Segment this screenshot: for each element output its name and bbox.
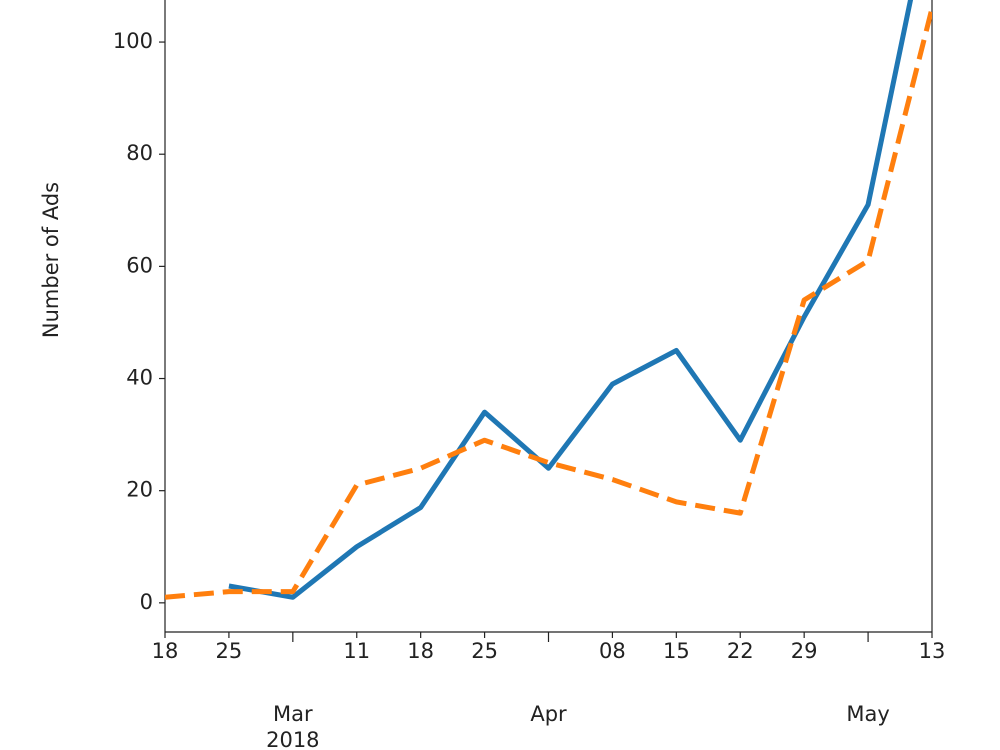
y-tick-label: 60 (126, 253, 153, 277)
y-tick-label: 40 (126, 366, 153, 390)
x-tick-label: 29 (791, 639, 818, 663)
x-tick-label: 25 (216, 639, 243, 663)
y-axis-label: Number of Ads (39, 182, 63, 338)
y-tick-label: 0 (140, 590, 153, 614)
x-tick-label: 22 (727, 639, 754, 663)
x-tick-label: 25 (471, 639, 498, 663)
x-tick-label: 08 (599, 639, 626, 663)
x-major-label: Apr (530, 702, 567, 726)
y-tick-label: 80 (126, 141, 153, 165)
x-tick-label: 13 (919, 639, 946, 663)
x-tick-label: 18 (152, 639, 179, 663)
y-tick-label: 100 (113, 29, 153, 53)
y-tick-label: 20 (126, 478, 153, 502)
x-tick-label: 18 (407, 639, 434, 663)
plot-area (165, 0, 932, 600)
x-tick-label: 15 (663, 639, 690, 663)
line-series (165, 7, 932, 600)
line-series (228, 0, 914, 600)
x-major-label: May (846, 702, 889, 726)
x-major-label: Mar 2018 (266, 702, 319, 750)
x-tick-label: 11 (343, 639, 370, 663)
